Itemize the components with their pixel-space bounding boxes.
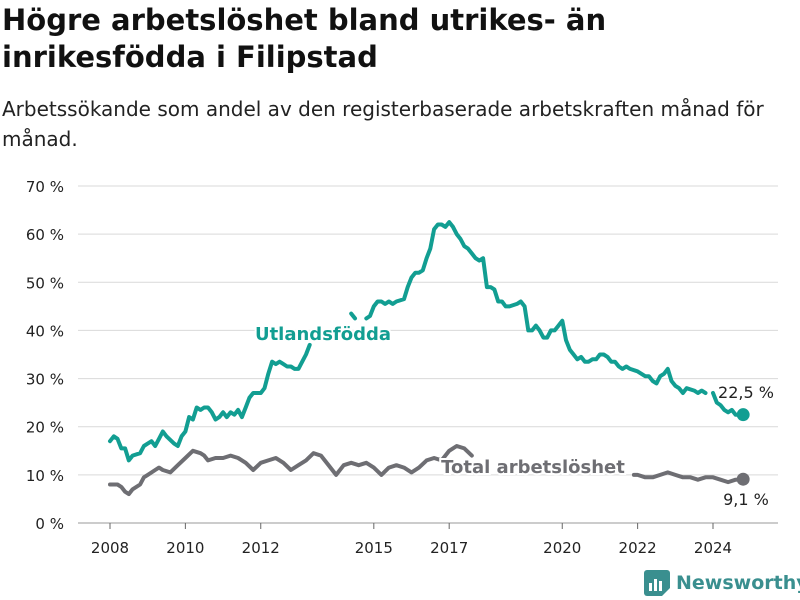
y-axis-ticks: 0 % 10 % 20 % 30 % 40 % 50 % 60 % 70 % xyxy=(26,178,64,533)
end-value-label-total: 9,1 % xyxy=(723,490,769,509)
chart-subtitle: Arbetssökande som andel av den registerb… xyxy=(2,97,764,151)
y-tick-label: 20 % xyxy=(26,419,64,437)
end-value-label-utlandsfodda: 22,5 % xyxy=(718,383,774,402)
x-tick-label: 2022 xyxy=(619,539,657,557)
y-tick-label: 40 % xyxy=(26,322,64,340)
series-line-total xyxy=(108,444,746,497)
x-tick-label: 2024 xyxy=(694,539,732,557)
newsworthy-logo-icon xyxy=(644,570,670,596)
y-tick-label: 30 % xyxy=(26,371,64,389)
x-tick-label: 2015 xyxy=(355,539,393,557)
newsworthy-logo: Newsworthy xyxy=(644,568,800,598)
series-label-total: Total arbetslöshet xyxy=(441,457,625,478)
y-tick-label: 70 % xyxy=(26,178,64,196)
y-tick-label: 10 % xyxy=(26,467,64,485)
series-lines xyxy=(108,220,750,497)
y-tick-label: 0 % xyxy=(35,515,64,533)
x-tick-label: 2020 xyxy=(543,539,581,557)
x-tick-label: 2012 xyxy=(242,539,280,557)
y-tick-label: 50 % xyxy=(26,274,64,292)
chart-title: Högre arbetslöshet bland utrikes- än inr… xyxy=(2,3,607,74)
x-axis-ticks: 2008 2010 2012 2015 2017 2020 2022 2024 xyxy=(91,523,732,557)
x-tick-label: 2017 xyxy=(430,539,468,557)
series-line-utlandsfodda-end-marker xyxy=(736,408,750,422)
x-tick-label: 2010 xyxy=(166,539,204,557)
series-line-total-end-marker xyxy=(736,472,750,486)
series-line-utlandsfodda xyxy=(108,220,746,463)
series-label-utlandsfodda: Utlandsfödda xyxy=(255,324,391,345)
y-tick-label: 60 % xyxy=(26,226,64,244)
newsworthy-logo-text: Newsworthy xyxy=(676,572,800,594)
x-tick-label: 2008 xyxy=(91,539,129,557)
series-labels: Utlandsfödda Total arbetslöshet 22,5 % 9,1 … xyxy=(253,322,774,509)
